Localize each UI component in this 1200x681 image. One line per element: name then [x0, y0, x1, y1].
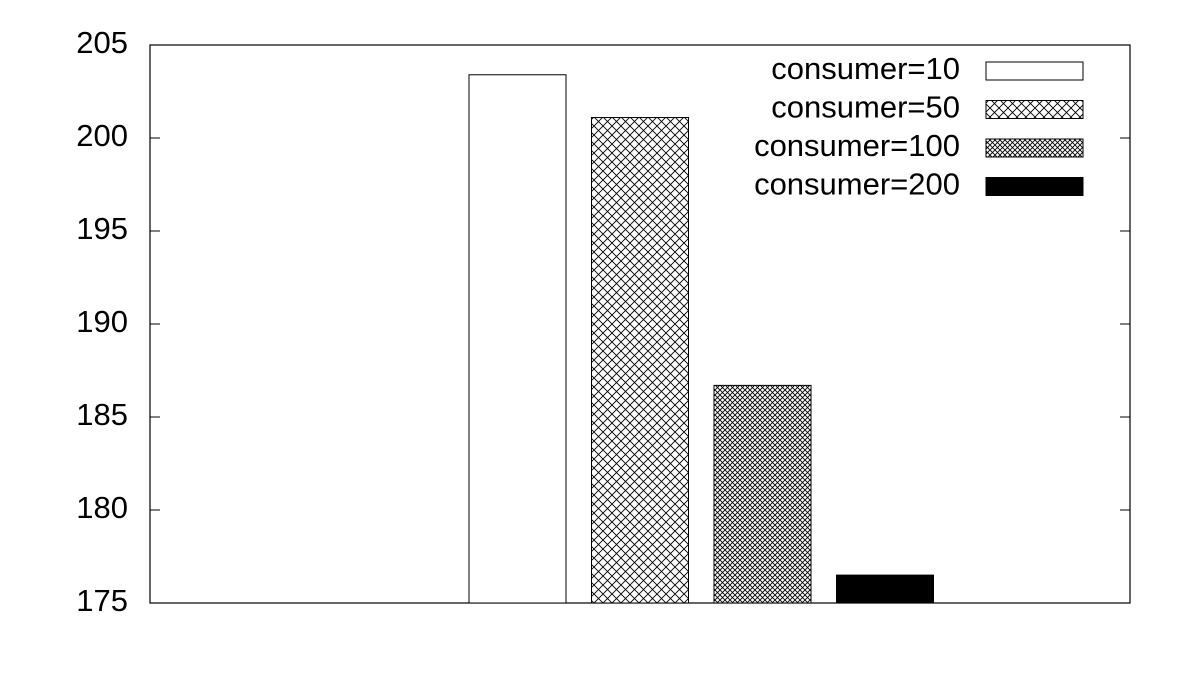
legend-swatch	[985, 138, 1084, 158]
legend-swatch	[985, 100, 1084, 119]
legend-label: consumer=100	[754, 128, 960, 163]
legend-label: consumer=10	[771, 51, 960, 86]
y-tick-label: 185	[76, 397, 128, 432]
legend-label: consumer=50	[771, 90, 960, 125]
y-tick-label: 195	[76, 211, 128, 246]
bar	[836, 574, 934, 604]
bar	[591, 117, 689, 604]
y-tick-label: 180	[76, 490, 128, 525]
legend-swatch	[985, 177, 1084, 196]
legend-swatch	[985, 61, 1084, 81]
y-tick-label: 200	[76, 118, 128, 153]
y-tick-label: 175	[76, 583, 128, 618]
bar	[468, 74, 567, 604]
legend-label: consumer=200	[754, 167, 960, 202]
y-tick-label: 190	[76, 304, 128, 339]
y-tick-label: 205	[76, 25, 128, 60]
bar	[713, 384, 812, 604]
